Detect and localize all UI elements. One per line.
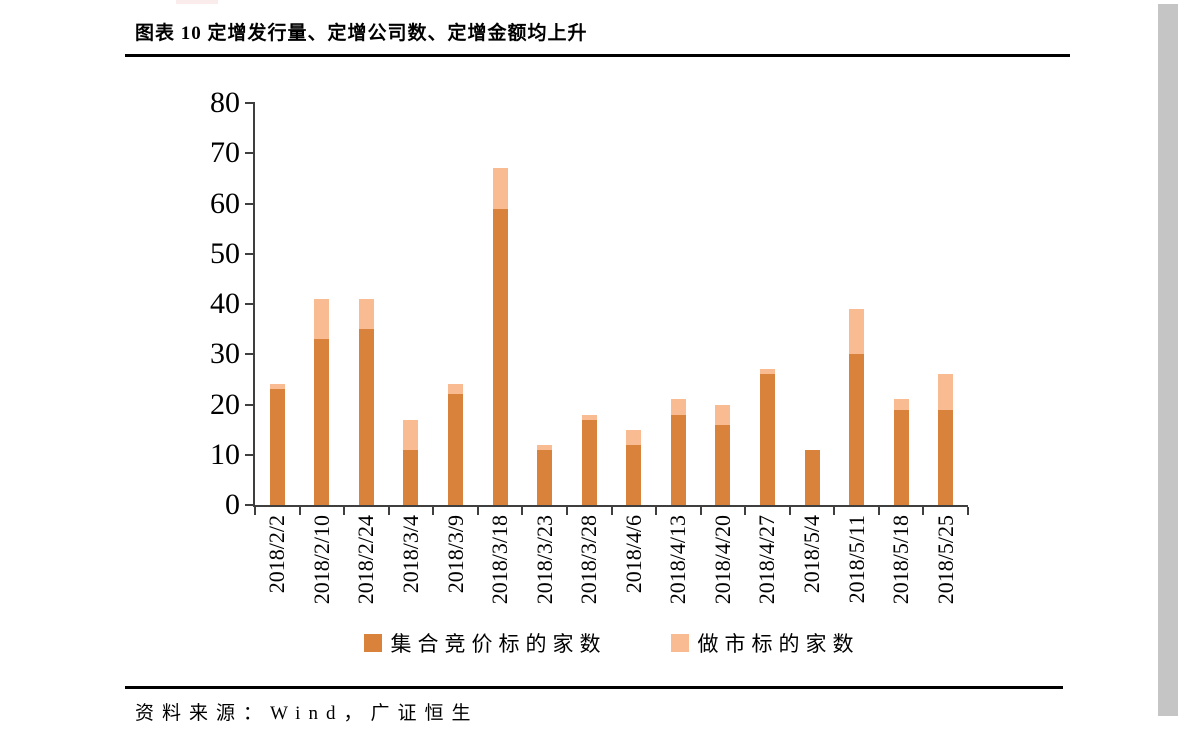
x-axis-tick <box>877 507 880 515</box>
legend-label-auction: 集合竞价标的家数 <box>390 632 607 656</box>
y-tick-label: 80 <box>210 86 240 119</box>
bar-segment-market-making <box>849 309 865 355</box>
x-axis-tick <box>298 507 301 515</box>
x-axis-tick <box>610 507 613 515</box>
x-tick-label: 2018/4/6 <box>620 515 646 594</box>
x-axis-tick <box>833 507 836 515</box>
x-axis-tick <box>655 507 658 515</box>
legend-label-market-making: 做市标的家数 <box>697 632 860 656</box>
bar-segment-auction <box>269 389 285 505</box>
y-axis-tick <box>245 353 255 356</box>
bar-segment-auction <box>626 444 642 505</box>
bar-segment-market-making <box>492 168 508 209</box>
x-axis-tick <box>521 507 524 515</box>
x-axis-tick <box>565 507 568 515</box>
bar-segment-market-making <box>537 444 553 450</box>
x-axis-tick <box>387 507 390 515</box>
x-tick-label: 2018/3/9 <box>442 515 468 594</box>
x-tick-label: 2018/3/18 <box>487 515 513 605</box>
x-axis-tick <box>744 507 747 515</box>
bar-segment-auction <box>358 329 374 505</box>
bar-segment-auction <box>849 354 865 505</box>
y-axis-tick <box>245 403 255 406</box>
cropped-red-header-artifact <box>176 0 218 4</box>
x-tick-label: 2018/2/24 <box>353 515 379 605</box>
bar-segment-auction <box>581 419 597 505</box>
y-tick-label: 40 <box>210 287 240 320</box>
x-tick-label: 2018/5/11 <box>843 515 869 604</box>
y-tick-label: 50 <box>210 236 240 270</box>
bar-segment-auction <box>448 394 464 505</box>
bar-segment-market-making <box>670 399 686 415</box>
y-axis-tick <box>245 252 255 255</box>
figure-title: 图表 10 定增发行量、定增公司数、定增金额均上升 <box>135 23 588 44</box>
y-axis-line <box>253 103 255 507</box>
x-axis-tick <box>254 507 256 515</box>
x-tick-label: 2018/5/25 <box>932 515 958 605</box>
auction-series-swatch-icon <box>363 634 382 652</box>
bar-segment-auction <box>715 424 731 505</box>
y-axis-tick <box>245 504 255 506</box>
bar-segment-market-making <box>448 384 464 395</box>
y-tick-label: 20 <box>210 387 240 421</box>
x-tick-label: 2018/3/4 <box>397 515 423 594</box>
x-axis-tick <box>922 507 925 515</box>
bar-segment-auction <box>403 449 419 505</box>
x-axis-tick <box>476 507 479 515</box>
bar-segment-auction <box>893 409 909 505</box>
x-tick-label: 2018/2/10 <box>308 515 334 605</box>
stacked-bar-chart: 0 10 20 30 40 50 60 70 80 2018/2/2 2018/2/10 2018/2… <box>0 70 1158 630</box>
chart-legend: 集合竞价标的家数 做市标的家数 <box>255 628 968 658</box>
bar-segment-auction <box>314 339 330 505</box>
bar-segment-auction <box>670 414 686 505</box>
footer-divider-rule <box>125 686 1063 689</box>
y-axis-tick <box>245 102 255 104</box>
x-axis-tick <box>699 507 702 515</box>
bar-segment-market-making <box>759 369 775 375</box>
y-tick-label: 0 <box>225 488 240 521</box>
bar-segment-market-making <box>314 298 330 340</box>
x-axis-tick <box>432 507 435 515</box>
bar-segment-auction <box>537 449 553 505</box>
bar-segment-market-making <box>269 384 285 390</box>
bar-segment-auction <box>804 449 820 505</box>
bar-segment-market-making <box>626 429 642 445</box>
y-axis-tick <box>245 202 255 205</box>
x-axis-tick <box>788 507 791 515</box>
y-tick-label: 10 <box>210 437 240 471</box>
source-note: 资料来源：Wind，广证恒生 <box>135 703 479 724</box>
x-tick-label: 2018/4/20 <box>709 515 735 605</box>
x-tick-label: 2018/5/4 <box>799 515 825 594</box>
x-tick-label: 2018/4/27 <box>754 515 780 605</box>
market-making-series-swatch-icon <box>670 634 689 652</box>
bar-segment-market-making <box>715 404 731 425</box>
legend-item-auction: 集合竞价标的家数 <box>363 628 607 658</box>
bar-segment-auction <box>938 409 954 505</box>
legend-item-market-making: 做市标的家数 <box>670 628 860 658</box>
bar-segment-market-making <box>403 419 419 450</box>
bar-segment-market-making <box>893 399 909 410</box>
y-tick-label: 70 <box>210 136 240 170</box>
x-axis-line <box>253 505 968 507</box>
x-tick-label: 2018/5/18 <box>888 515 914 605</box>
x-tick-label: 2018/3/28 <box>576 515 602 605</box>
bar-segment-auction <box>492 208 508 505</box>
bar-segment-market-making <box>938 374 954 410</box>
bar-segment-market-making <box>581 414 597 420</box>
y-tick-label: 60 <box>210 186 240 220</box>
y-tick-label: 30 <box>210 337 240 371</box>
title-divider-rule <box>125 54 1070 57</box>
bar-segment-auction <box>759 374 775 505</box>
y-axis-tick <box>245 453 255 456</box>
x-tick-label: 2018/2/2 <box>264 515 290 594</box>
x-axis-tick <box>343 507 346 515</box>
x-axis-tick <box>967 507 969 515</box>
x-tick-label: 2018/3/23 <box>531 515 557 605</box>
bar-segment-market-making <box>358 298 374 330</box>
x-tick-label: 2018/4/13 <box>665 515 691 605</box>
vertical-scrollbar[interactable] <box>1158 4 1178 716</box>
y-axis-tick <box>245 303 255 305</box>
y-axis-tick <box>245 152 255 155</box>
